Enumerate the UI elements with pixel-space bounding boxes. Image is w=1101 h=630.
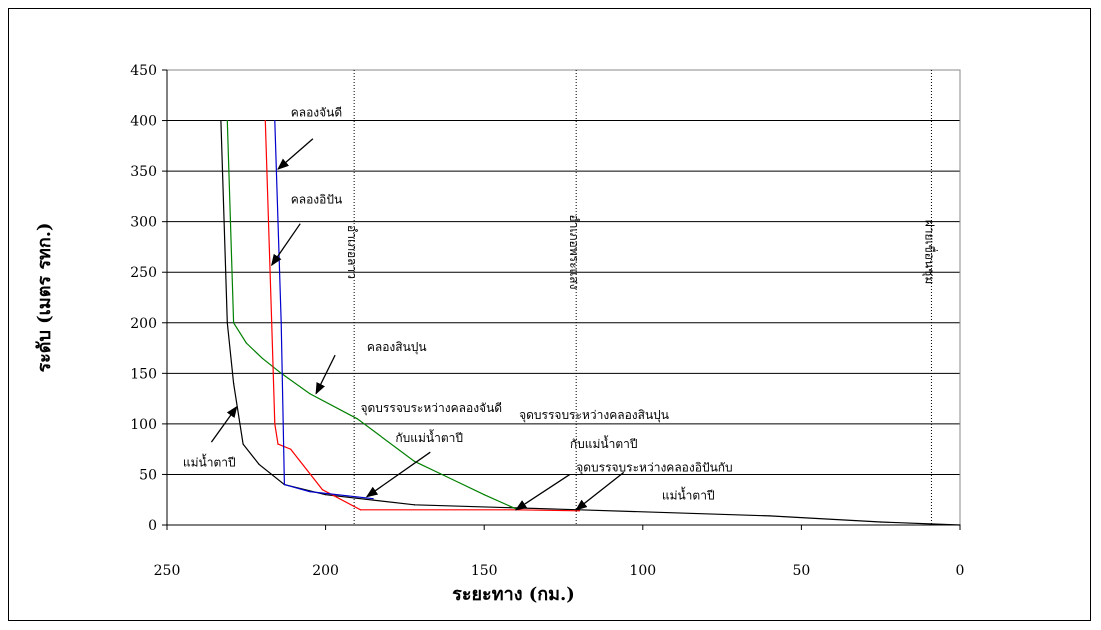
data-point [309, 392, 311, 395]
series-line-4 [274, 120, 374, 500]
annotation-label: จุดบรรจบระหว่างคลองสินปุน [519, 408, 669, 423]
data-point [959, 524, 961, 526]
y-tick-label: 100 [130, 417, 157, 433]
x-tick-label: 50 [792, 563, 810, 579]
x-tick-label: 250 [154, 563, 181, 579]
chart-frame [8, 8, 1091, 621]
data-point [372, 498, 374, 500]
data-point [483, 494, 485, 496]
annotation-arrow [315, 354, 336, 395]
plot-area [166, 69, 961, 526]
data-point [245, 342, 247, 344]
data-point [271, 322, 273, 324]
x-axis-title: ระยะทาง (กม.) [452, 584, 575, 605]
annotation-arrow [365, 451, 431, 498]
data-point [413, 460, 416, 462]
data-point [356, 418, 358, 420]
annotation-label: แม่น้ำตาปี [662, 487, 715, 503]
data-point [309, 491, 311, 493]
data-point [274, 119, 276, 122]
annotation-label: คลองสินปุน [367, 340, 427, 355]
annotation-label: กับแม่น้ำตาปี [395, 429, 463, 445]
data-point [274, 423, 276, 425]
data-point [359, 509, 362, 511]
reference-label: อำเภอพระแสง [567, 215, 581, 290]
y-tick-label: 0 [148, 518, 157, 534]
x-tick-label: 100 [629, 563, 656, 579]
data-point [769, 515, 771, 517]
data-point [290, 448, 292, 450]
annotation-arrow [514, 473, 571, 511]
data-point [280, 372, 282, 374]
data-point [261, 357, 263, 359]
data-point [264, 119, 266, 122]
y-tick-label: 350 [130, 164, 157, 180]
reference-label: ฝายเขื่อนชุม [921, 220, 938, 285]
data-point [233, 382, 235, 385]
y-tick-label: 150 [130, 366, 157, 382]
annotation-label: คลองจันดี [291, 106, 342, 120]
data-point [451, 478, 454, 481]
y-tick-label: 250 [130, 265, 157, 281]
x-tick-label: 150 [471, 563, 498, 579]
reference-label: อำเภอลาว [345, 225, 359, 279]
data-point [226, 322, 228, 324]
data-point [325, 494, 327, 496]
annotation-label: จุดบรรจบระหว่างคลองอิปันกับ [576, 460, 732, 475]
data-point [283, 483, 285, 486]
series-line-2 [226, 120, 517, 510]
annotation-arrow [575, 471, 625, 511]
x-tick-label: 0 [956, 563, 965, 579]
data-point [321, 489, 324, 491]
y-axis-title: ระดับ (เมตร รทก.) [34, 222, 55, 372]
y-tick-label: 300 [130, 215, 157, 231]
data-point [277, 443, 279, 445]
data-point [220, 119, 222, 122]
data-point [233, 322, 235, 324]
y-tick-label: 200 [130, 316, 157, 332]
annotation-label: จุดบรรจบระหว่างคลองจันดี [360, 401, 502, 416]
data-point [578, 510, 580, 512]
data-point [413, 504, 416, 506]
annotation-label: แม่น้ำตาปี [183, 453, 236, 469]
annotation-arrow [210, 405, 238, 443]
data-point [242, 443, 244, 445]
series-line-3 [264, 120, 580, 512]
annotation-arrow [271, 223, 301, 267]
y-tick-label: 400 [130, 114, 157, 130]
y-tick-label: 50 [139, 467, 157, 483]
data-point [223, 221, 225, 223]
data-point [880, 521, 882, 523]
data-point [258, 463, 260, 465]
x-tick-label: 200 [312, 563, 339, 579]
data-point [226, 119, 228, 122]
annotation-label: คลองอิปัน [291, 192, 342, 206]
annotation-arrow [277, 138, 314, 170]
y-tick-label: 450 [130, 63, 157, 79]
data-point [280, 322, 282, 324]
annotation-label: กับแม่น้ำตาปี [570, 435, 638, 451]
